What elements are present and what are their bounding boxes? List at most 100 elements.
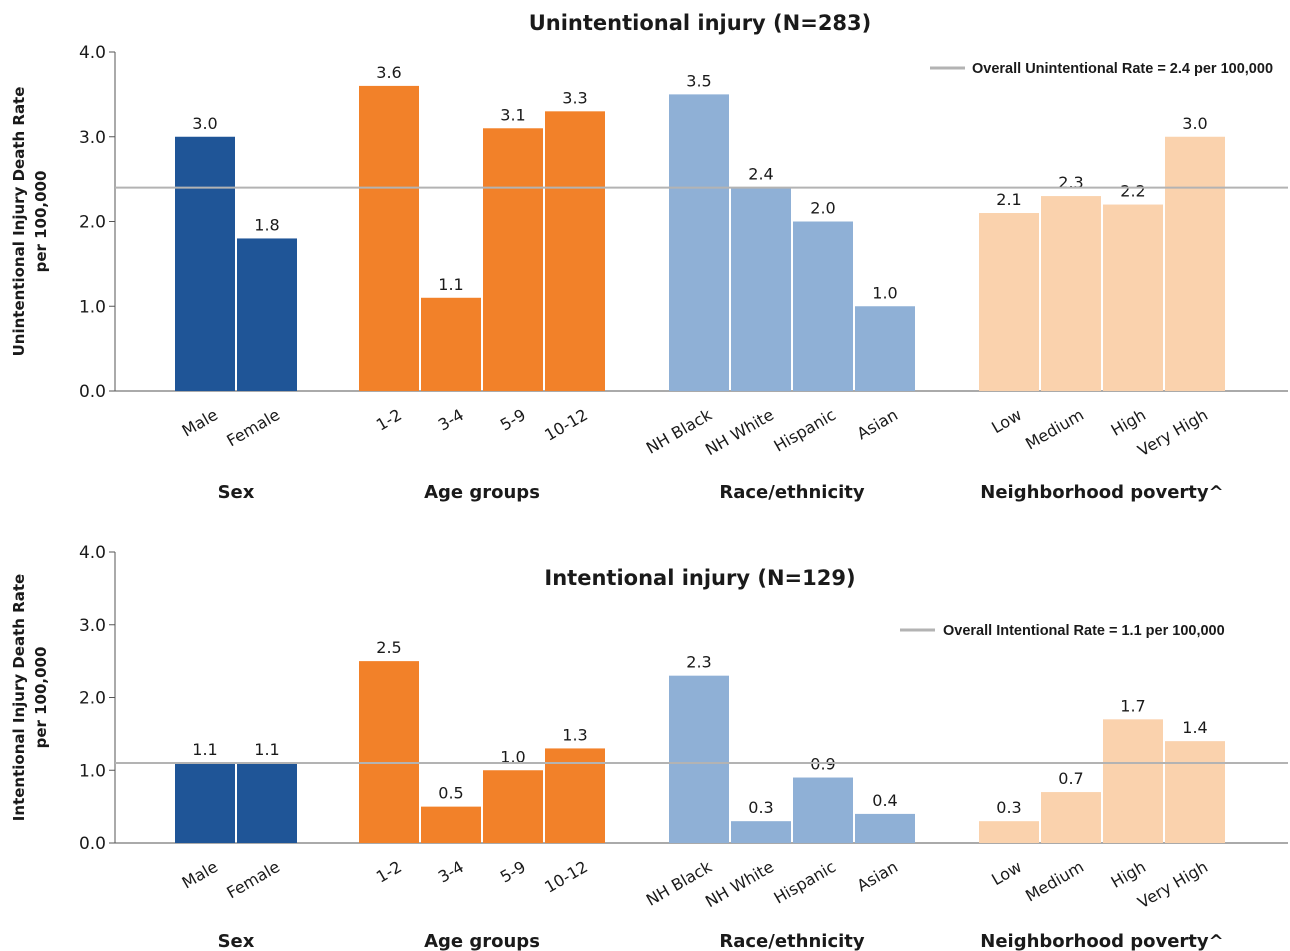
category-label: Asian [854,405,901,443]
bar-value-label: 1.1 [192,740,217,759]
group-label: Sex [218,931,255,951]
bar-value-label: 2.0 [810,199,835,218]
group-label: Age groups [424,482,540,503]
bar [793,777,853,843]
bar-value-label: 0.9 [810,755,835,774]
bar [731,187,791,391]
y-axis-label-line: per 100,000 [32,171,50,273]
bar-value-label: 2.5 [376,638,401,657]
bar [1041,196,1101,391]
bar-value-label: 0.3 [748,798,773,817]
bar-value-label: 2.4 [748,165,773,184]
chart-title: Unintentional injury (N=283) [529,11,872,35]
category-label: 1-2 [373,857,405,887]
bar-value-label: 3.0 [192,114,217,133]
bar-value-label: 3.5 [686,71,711,90]
bar-group: 3.5 NH Black 2.4 NH White 2.0 Hispanic 1.0 Asia… [643,71,915,503]
category-label: 5-9 [497,857,529,887]
y-tick-label: 3.0 [79,616,106,636]
category-label: Medium [1022,857,1087,905]
bar-group: 2.3 NH Black 0.3 NH White 0.9 Hispanic 0.4 Asia… [643,653,915,951]
category-label: Very High [1134,857,1211,912]
bar-value-label: 3.1 [500,105,525,124]
category-label: NH White [702,405,777,459]
bar-value-label: 1.3 [562,725,587,744]
bar-value-label: 1.7 [1120,696,1145,715]
category-label: 3-4 [435,857,467,887]
y-axis-label-line: per 100,000 [32,647,50,749]
category-label: 1-2 [373,405,405,435]
category-label: 3-4 [435,405,467,435]
y-tick-label: 4.0 [79,543,106,563]
y-tick-label: 0.0 [79,834,106,854]
y-tick-label: 1.0 [79,297,106,317]
category-label: Female [223,405,283,450]
chart-panel-2: Intentional injury (N=129) Intentional In… [10,543,1288,951]
bar [483,128,543,391]
bar-group: 0.3 Low 0.7 Medium 1.7 High 1.4 Very High Neighb… [979,696,1225,951]
bar [545,111,605,391]
category-label: 10-12 [541,857,591,897]
category-label: Hispanic [770,857,839,908]
bar [1103,719,1163,843]
category-label: Male [179,405,221,440]
bar [1165,741,1225,843]
bar [1041,792,1101,843]
y-axis-label: Intentional Injury Death Rate per 100,000 [10,574,50,821]
bar [731,821,791,843]
bar [483,770,543,843]
chart-title: Intentional injury (N=129) [544,566,855,590]
y-axis-label-line: Intentional Injury Death Rate [10,574,28,821]
bar-value-label: 2.1 [996,190,1021,209]
bar-value-label: 1.1 [254,740,279,759]
bar [545,748,605,843]
bar [237,238,297,391]
bar-group: 3.0 Male 1.8 Female Sex [175,114,297,503]
group-label: Race/ethnicity [719,931,865,951]
bar-value-label: 2.3 [1058,173,1083,192]
bar [1165,136,1225,391]
y-tick-label: 4.0 [79,43,106,63]
bar [793,221,853,391]
bar-value-label: 1.4 [1182,718,1207,737]
y-tick-label: 0.0 [79,382,106,402]
category-label: Hispanic [770,405,839,456]
bar-group: 2.1 Low 2.3 Medium 2.2 High 3.0 Very High Neighb… [979,114,1225,503]
group-label: Race/ethnicity [719,482,865,503]
bar [359,85,419,392]
y-tick-label: 2.0 [79,689,106,709]
group-label: Neighborhood poverty^ [980,482,1223,503]
bar-value-label: 1.0 [872,283,897,302]
bar-group: 1.1 Male 1.1 Female Sex [175,740,297,951]
bar [175,136,235,391]
bar-value-label: 1.8 [254,215,279,234]
bar [359,661,419,843]
bar [421,806,481,843]
bar-value-label: 0.4 [872,791,897,810]
group-label: Sex [218,482,255,503]
y-tick-label: 3.0 [79,128,106,148]
bar [669,94,729,391]
group-label: Neighborhood poverty^ [980,931,1223,951]
category-label: High [1108,857,1149,892]
category-label: 5-9 [497,405,529,435]
bar [855,306,915,391]
bar-value-label: 0.7 [1058,769,1083,788]
chart-panel-1: Unintentional injury (N=283) Unintentiona… [10,11,1288,503]
category-label: Asian [854,857,901,895]
bar-value-label: 3.3 [562,88,587,107]
bar-value-label: 3.0 [1182,114,1207,133]
bar-value-label: 1.1 [438,275,463,294]
bar [421,297,481,391]
bar-value-label: 2.3 [686,653,711,672]
bar [175,762,235,843]
bar [237,762,297,843]
category-label: High [1108,405,1149,440]
bar [979,213,1039,391]
category-label: 10-12 [541,405,591,445]
category-label: Medium [1022,405,1087,453]
category-label: Male [179,857,221,892]
bar [979,821,1039,843]
legend-label: Overall Unintentional Rate = 2.4 per 100… [972,61,1273,77]
